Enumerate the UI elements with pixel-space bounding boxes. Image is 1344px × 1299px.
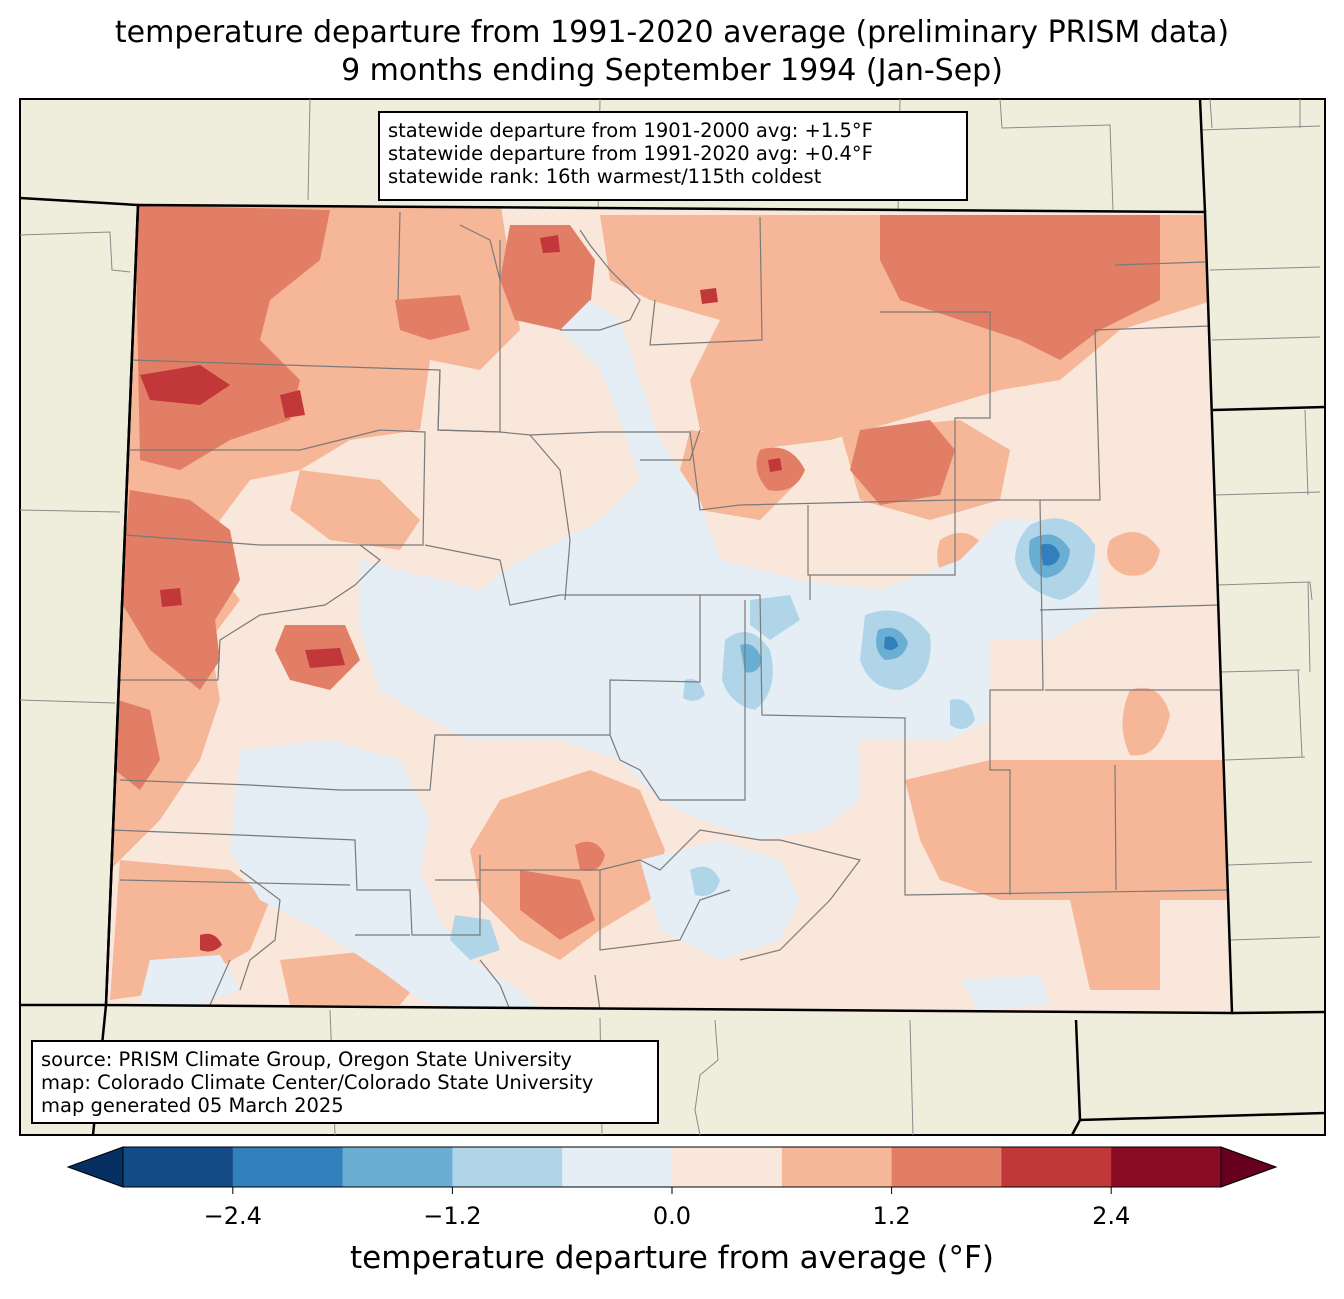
colorbar-tick-label: 0.0	[652, 1202, 692, 1230]
field-band-neg1p8-neg2p4	[884, 543, 1060, 651]
colorbar-segment	[1111, 1147, 1222, 1187]
colorbar-label: temperature departure from average (°F)	[350, 1240, 994, 1276]
colorbar-segment	[891, 1147, 1002, 1187]
colorbar-segment	[781, 1147, 893, 1187]
source-credit-box: source: PRISM Climate Group, Oregon Stat…	[31, 1040, 659, 1124]
title-line-1: temperature departure from 1991-2020 ave…	[114, 15, 1230, 50]
colorbar-tick-label: −1.2	[423, 1202, 482, 1230]
colorbar-segment	[1001, 1147, 1112, 1187]
field-band-1p8-2p4	[140, 235, 782, 952]
map-credit-line: map: Colorado Climate Center/Colorado St…	[41, 1071, 594, 1094]
stats-line-rank: statewide rank: 16th warmest/115th colde…	[388, 165, 822, 188]
field-band-1p2-1p8	[115, 205, 1160, 940]
colorbar-segment	[232, 1147, 344, 1187]
generated-date-line: map generated 05 March 2025	[41, 1094, 344, 1117]
colorbar-under-arrow	[66, 1146, 124, 1188]
stats-line-1901-2000: statewide departure from 1901-2000 avg: …	[388, 119, 873, 142]
colorbar-segment	[123, 1147, 234, 1187]
field-band-0-neg0p6	[140, 300, 1100, 1012]
colorbar-segment	[342, 1147, 453, 1187]
source-line: source: PRISM Climate Group, Oregon Stat…	[41, 1048, 572, 1071]
colorbar	[66, 1146, 1278, 1194]
colorbar-tick-label: −2.4	[203, 1202, 262, 1230]
departure-field	[106, 205, 1232, 1013]
county-lines	[109, 211, 1231, 1011]
colorbar-over-arrow	[1220, 1146, 1278, 1188]
colorbar-segment	[562, 1147, 673, 1187]
colorbar-tick-label: 2.4	[1092, 1202, 1131, 1230]
colorbar-tick-label: 1.2	[872, 1202, 911, 1230]
colorbar-segment	[672, 1147, 783, 1187]
statewide-stats-box: statewide departure from 1901-2000 avg: …	[378, 111, 968, 201]
stats-line-1991-2020: statewide departure from 1991-2020 avg: …	[388, 142, 873, 165]
title-line-2: 9 months ending September 1994 (Jan-Sep)	[341, 53, 1003, 88]
colorbar-segment	[452, 1147, 563, 1187]
